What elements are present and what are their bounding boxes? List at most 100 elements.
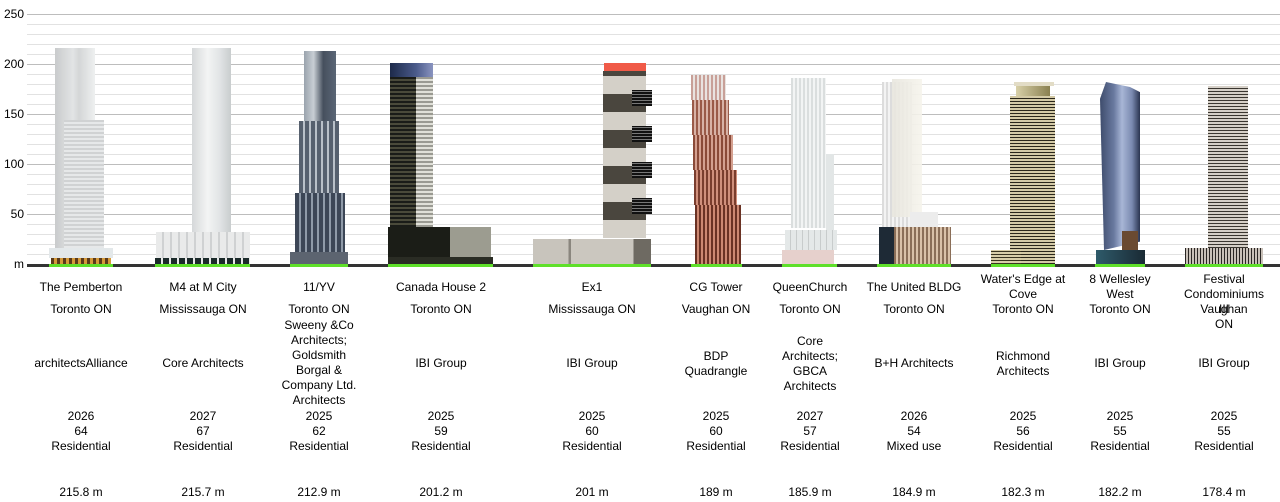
building-architect: Richmond Architects xyxy=(995,349,1051,378)
completion-year: 2025 xyxy=(1009,409,1037,423)
floor-count: 60 xyxy=(585,424,599,438)
building-height: 201 m xyxy=(575,485,609,499)
completion-year: 2025 xyxy=(1210,409,1238,423)
gridline-minor xyxy=(27,94,1280,95)
y-axis-label-250: 250 xyxy=(3,7,24,21)
building-name: 11/YV xyxy=(303,280,335,294)
ground-marker xyxy=(877,264,951,267)
floor-count: 60 xyxy=(709,424,723,438)
building-location: Toronto ON xyxy=(1089,302,1151,316)
building-location: Mississauga ON xyxy=(548,302,636,316)
building-location: Toronto ON xyxy=(883,302,945,316)
gridline-minor xyxy=(27,44,1280,45)
building-name: Canada House 2 xyxy=(395,280,487,294)
gridline-minor xyxy=(27,154,1280,155)
building-name: Festival Condominiums III xyxy=(1183,272,1265,316)
building-location: Vaughan ON xyxy=(1200,302,1248,331)
ground-marker xyxy=(1095,264,1145,267)
building-use: Residential xyxy=(51,439,111,453)
building-location: Toronto ON xyxy=(50,302,112,316)
gridline-minor xyxy=(27,224,1280,225)
ground-marker xyxy=(290,264,348,267)
gridline-250 xyxy=(27,14,1280,15)
floor-count: 62 xyxy=(312,424,326,438)
y-axis-label-200: 200 xyxy=(3,57,24,71)
floor-count: 56 xyxy=(1016,424,1030,438)
floor-count: 67 xyxy=(196,424,210,438)
gridline-50 xyxy=(27,214,1280,215)
gridline-minor xyxy=(27,204,1280,205)
building-architect: B+H Architects xyxy=(874,356,954,370)
gridline-minor xyxy=(27,254,1280,255)
completion-year: 2025 xyxy=(578,409,606,423)
building-location: Mississauga ON xyxy=(159,302,247,316)
building-height: 185.9 m xyxy=(788,485,832,499)
building-height: 215.8 m xyxy=(59,485,103,499)
gridline-minor xyxy=(27,184,1280,185)
building-height: 201.2 m xyxy=(419,485,463,499)
gridline-minor xyxy=(27,74,1280,75)
y-axis-label-100: 100 xyxy=(3,157,24,171)
building-name: M4 at M City xyxy=(169,280,237,294)
y-axis-label-50: 50 xyxy=(10,207,24,221)
building-use: Residential xyxy=(1090,439,1150,453)
gridline-minor xyxy=(27,54,1280,55)
building-location: Toronto ON xyxy=(779,302,841,316)
completion-year: 2026 xyxy=(900,409,928,423)
building-architect: Sweeny &Co Architects; Goldsmith Borgal … xyxy=(281,318,357,407)
building-use: Residential xyxy=(173,439,233,453)
skyscraper-height-chart: 250 200 150 100 50 m xyxy=(3,7,1280,271)
building-architect: Core Architects xyxy=(162,356,244,370)
floor-count: 55 xyxy=(1217,424,1231,438)
completion-year: 2025 xyxy=(305,409,333,423)
gridline-minor xyxy=(27,234,1280,235)
floor-count: 59 xyxy=(434,424,448,438)
building-use: Residential xyxy=(411,439,471,453)
gridline-100 xyxy=(27,164,1280,165)
building-name: Ex1 xyxy=(581,280,603,294)
building-height: 189 m xyxy=(699,485,733,499)
building-height: 178.4 m xyxy=(1202,485,1246,499)
building-height: 215.7 m xyxy=(181,485,225,499)
floor-count: 64 xyxy=(74,424,88,438)
building-architect: Core Architects; GBCA Architects xyxy=(781,334,839,393)
ground-marker xyxy=(155,264,250,267)
ground-marker xyxy=(691,264,742,267)
ground-marker xyxy=(991,264,1055,267)
ground-baseline xyxy=(27,264,1280,267)
building-use: Residential xyxy=(289,439,349,453)
floor-count: 54 xyxy=(907,424,921,438)
y-axis-unit-label: m xyxy=(14,257,24,271)
building-location: Toronto ON xyxy=(288,302,350,316)
floor-count: 57 xyxy=(803,424,817,438)
ground-marker xyxy=(49,264,113,267)
ground-marker xyxy=(782,264,837,267)
gridline-minor xyxy=(27,244,1280,245)
gridline-minor xyxy=(27,104,1280,105)
building-height: 182.2 m xyxy=(1098,485,1142,499)
ground-marker xyxy=(1185,264,1263,267)
gridline-minor xyxy=(27,34,1280,35)
ground-marker xyxy=(388,264,493,267)
building-name: CG Tower xyxy=(689,280,743,294)
completion-year: 2025 xyxy=(427,409,455,423)
ground-marker xyxy=(533,264,651,267)
building-height: 212.9 m xyxy=(297,485,341,499)
gridline-minor xyxy=(27,134,1280,135)
completion-year: 2026 xyxy=(67,409,95,423)
building-use: Residential xyxy=(780,439,840,453)
completion-year: 2027 xyxy=(189,409,217,423)
building-location: Vaughan ON xyxy=(681,302,751,316)
building-architect: architectsAlliance xyxy=(34,356,128,370)
gridline-minor xyxy=(27,174,1280,175)
gridline-minor xyxy=(27,84,1280,85)
building-architect: IBI Group xyxy=(1198,356,1250,370)
building-location: Toronto ON xyxy=(992,302,1054,316)
floor-count: 55 xyxy=(1113,424,1127,438)
building-use: Mixed use xyxy=(886,439,942,453)
building-use: Residential xyxy=(1194,439,1254,453)
building-use: Residential xyxy=(993,439,1053,453)
building-architect: BDP Quadrangle xyxy=(684,349,748,378)
y-axis-label-150: 150 xyxy=(3,107,24,121)
building-architect: IBI Group xyxy=(566,356,618,370)
